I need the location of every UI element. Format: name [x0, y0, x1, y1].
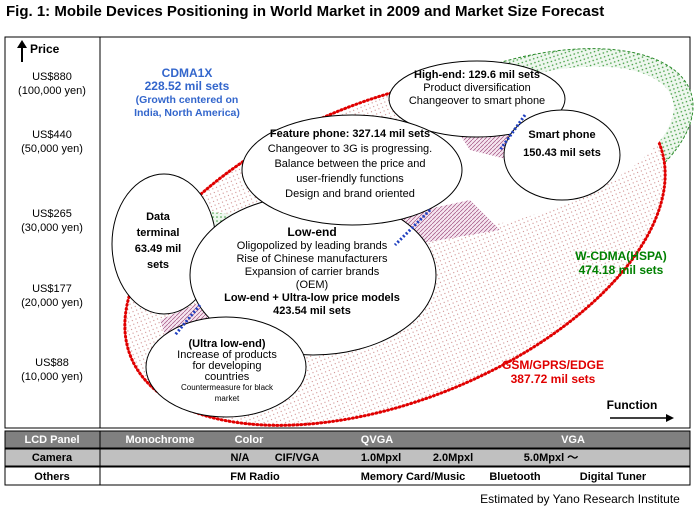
table-cell: Monochrome — [125, 434, 194, 446]
price-usd: US$440 — [32, 129, 72, 141]
smart-phone-text: Smart phone — [528, 129, 595, 141]
table-cell: CIF/VGA — [275, 452, 320, 464]
data-terminal-text: sets — [147, 259, 169, 271]
table-cell: Bluetooth — [489, 471, 541, 483]
ultra-low-end-text: Increase of products — [177, 349, 277, 361]
feature-phone-text: user-friendly functions — [296, 173, 404, 185]
price-label: Price — [30, 42, 60, 56]
ultra-low-end-text: for developing — [192, 360, 261, 372]
table-cell: Digital Tuner — [580, 471, 647, 483]
feature-phone-ellipse — [241, 114, 463, 226]
link — [173, 304, 202, 336]
table-row — [4, 466, 691, 486]
table-cell: 2.0Mpxl — [433, 452, 473, 464]
ultra-low-end-text: market — [215, 394, 240, 403]
feature-phone-text: Changeover to 3G is progressing. — [268, 143, 432, 155]
table-row — [4, 448, 691, 467]
cdma1x-label: India, North America) — [134, 107, 240, 119]
feature-phone-text: Feature phone: 327.14 mil sets — [270, 128, 430, 140]
table-cell: FM Radio — [230, 471, 280, 483]
wcdma-label: W-CDMA(HSPA) — [575, 249, 667, 263]
high-end-text: Changeover to smart phone — [409, 95, 545, 107]
price-yen: (50,000 yen) — [21, 143, 83, 155]
wcdma-label: 474.18 mil sets — [579, 263, 664, 277]
data-terminal-text: Data — [146, 211, 171, 223]
high-end-text: High-end: 129.6 mil sets — [414, 69, 540, 81]
smart-phone-text: 150.43 mil sets — [523, 147, 601, 159]
high-end-ellipse — [388, 60, 566, 138]
low-end-text: Expansion of carrier brands — [245, 266, 380, 278]
price-yen: (100,000 yen) — [18, 85, 86, 97]
gsm-label: GSM/GPRS/EDGE — [502, 358, 604, 372]
row-label: LCD Panel — [24, 434, 79, 446]
table-cell: QVGA — [361, 434, 393, 446]
ultra-low-end-text: countries — [205, 371, 250, 383]
price-usd: US$265 — [32, 208, 72, 220]
price-usd: US$177 — [32, 283, 72, 295]
texts: Price US$880 (100,000 yen) US$440 (50,000 ye… — [18, 42, 680, 506]
table-cell: Color — [235, 434, 264, 446]
price-arrow-head — [17, 40, 27, 48]
function-label: Function — [607, 398, 658, 412]
ultra-low-end-text: Countermeasure for black — [181, 383, 274, 392]
table-row — [4, 430, 691, 449]
low-end-text: Low-end — [287, 225, 336, 239]
low-end-text: (OEM) — [296, 279, 328, 291]
low-end-text: Low-end + Ultra-low price models — [224, 292, 400, 304]
function-arrow-head — [666, 414, 674, 422]
link — [393, 208, 432, 247]
price-usd: US$88 — [35, 357, 69, 369]
table-cell: 1.0Mpxl — [361, 452, 401, 464]
cdma1x-label: (Growth centered on — [136, 94, 239, 106]
source-note: Estimated by Yano Research Institute — [480, 492, 680, 506]
table-cell: 5.0Mpxl ～ — [524, 452, 578, 464]
low-end-text: Oligopolized by leading brands — [237, 240, 388, 252]
low-end-text: Rise of Chinese manufacturers — [236, 253, 388, 265]
smart-phone-ellipse — [503, 109, 621, 201]
ultra-low-end-text: (Ultra low-end) — [189, 338, 266, 350]
table-cell: VGA — [561, 434, 585, 446]
price-yen: (10,000 yen) — [21, 371, 83, 383]
title: Fig. 1: Mobile Devices Positioning in Wo… — [6, 3, 604, 20]
price-usd: US$880 — [32, 71, 72, 83]
table-cell: N/A — [231, 452, 250, 464]
row-label: Others — [34, 471, 69, 483]
cdma1x-label: CDMA1X — [162, 66, 213, 80]
ultra-low-end-ellipse — [145, 316, 307, 418]
high-end-text: Product diversification — [423, 82, 531, 94]
price-axis-box — [4, 36, 101, 429]
gsm-label: 387.72 mil sets — [511, 372, 596, 386]
data-terminal-text: terminal — [137, 227, 180, 239]
feature-phone-text: Design and brand oriented — [285, 188, 415, 200]
table-cell: Memory Card/Music — [361, 471, 466, 483]
link — [498, 114, 527, 151]
data-terminal-text: 63.49 mil — [135, 243, 181, 255]
row-label: Camera — [32, 452, 73, 464]
feature-phone-text: Balance between the price and — [274, 158, 425, 170]
price-yen: (20,000 yen) — [21, 297, 83, 309]
price-yen: (30,000 yen) — [21, 222, 83, 234]
cdma1x-label: 228.52 mil sets — [145, 79, 230, 93]
low-end-text: 423.54 mil sets — [273, 305, 351, 317]
